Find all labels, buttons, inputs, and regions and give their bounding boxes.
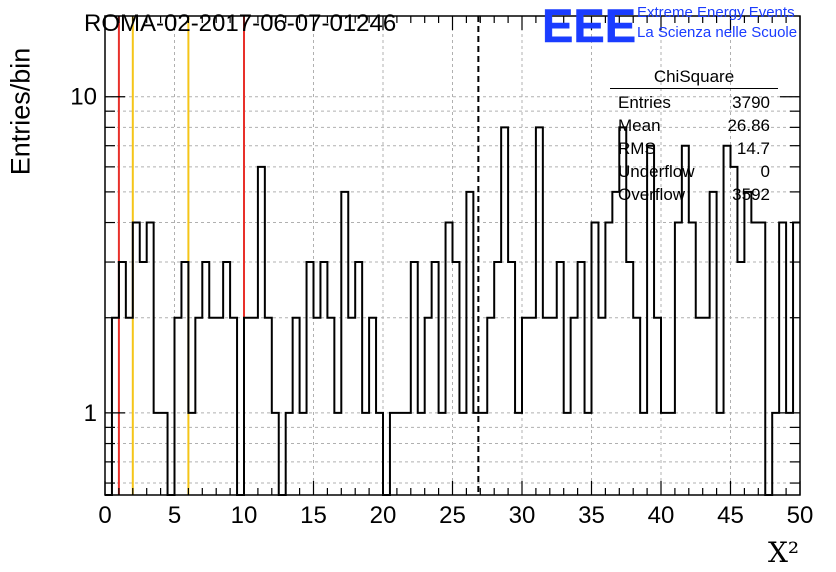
stats-label: Underflow <box>618 162 695 181</box>
logo-mark: EEE <box>542 2 636 46</box>
stats-value: 3592 <box>732 185 770 204</box>
stats-value: 26.86 <box>727 116 770 135</box>
x-tick-label: 5 <box>168 502 181 529</box>
y-axis-label: Entries/bin <box>5 47 36 176</box>
x-tick-label: 35 <box>578 502 605 529</box>
stats-box: ChiSquare Entries 3790 Mean 26.86 RMS 14… <box>610 66 778 206</box>
stats-row-mean: Mean 26.86 <box>610 114 778 137</box>
histogram-line <box>105 126 800 496</box>
grid-lines <box>105 16 800 495</box>
stats-row-overflow: Overflow 3592 <box>610 183 778 206</box>
stats-value: 14.7 <box>736 139 770 158</box>
stats-label: Overflow <box>618 185 686 204</box>
stats-label: Mean <box>618 116 661 135</box>
stats-value: 3790 <box>732 93 770 112</box>
x-axis-label: X² <box>768 536 800 569</box>
x-tick-label: 15 <box>300 502 327 529</box>
stats-row-underflow: Underflow 0 <box>610 160 778 183</box>
stats-row-entries: Entries 3790 <box>610 91 778 114</box>
x-tick-label: 40 <box>648 502 675 529</box>
stats-title: ChiSquare <box>610 66 778 89</box>
x-tick-label: 45 <box>717 502 744 529</box>
tick-labels: 0 5 10 15 20 25 30 35 40 45 50 1 10 <box>70 84 813 529</box>
x-tick-label: 10 <box>231 502 258 529</box>
x-tick-label: 0 <box>98 502 111 529</box>
reference-lines <box>117 16 480 495</box>
y-tick-label: 10 <box>70 84 97 111</box>
logo-line-2: La Scienza nelle Scuole <box>637 24 798 41</box>
chart-title: ROMA-02-2017-06-07-01246 <box>84 10 397 37</box>
stats-label: Entries <box>618 93 671 112</box>
x-tick-label: 30 <box>509 502 536 529</box>
y-tick-label: 1 <box>84 400 97 427</box>
stats-row-rms: RMS 14.7 <box>610 137 778 160</box>
x-tick-label: 50 <box>787 502 814 529</box>
logo-line-1: Extreme Energy Events <box>637 4 795 21</box>
x-tick-label: 25 <box>439 502 466 529</box>
axis-ticks <box>104 16 801 495</box>
x-tick-label: 20 <box>370 502 397 529</box>
eee-logo: EEE <box>542 2 637 46</box>
stats-label: RMS <box>618 139 656 158</box>
stats-value: 0 <box>760 162 770 181</box>
